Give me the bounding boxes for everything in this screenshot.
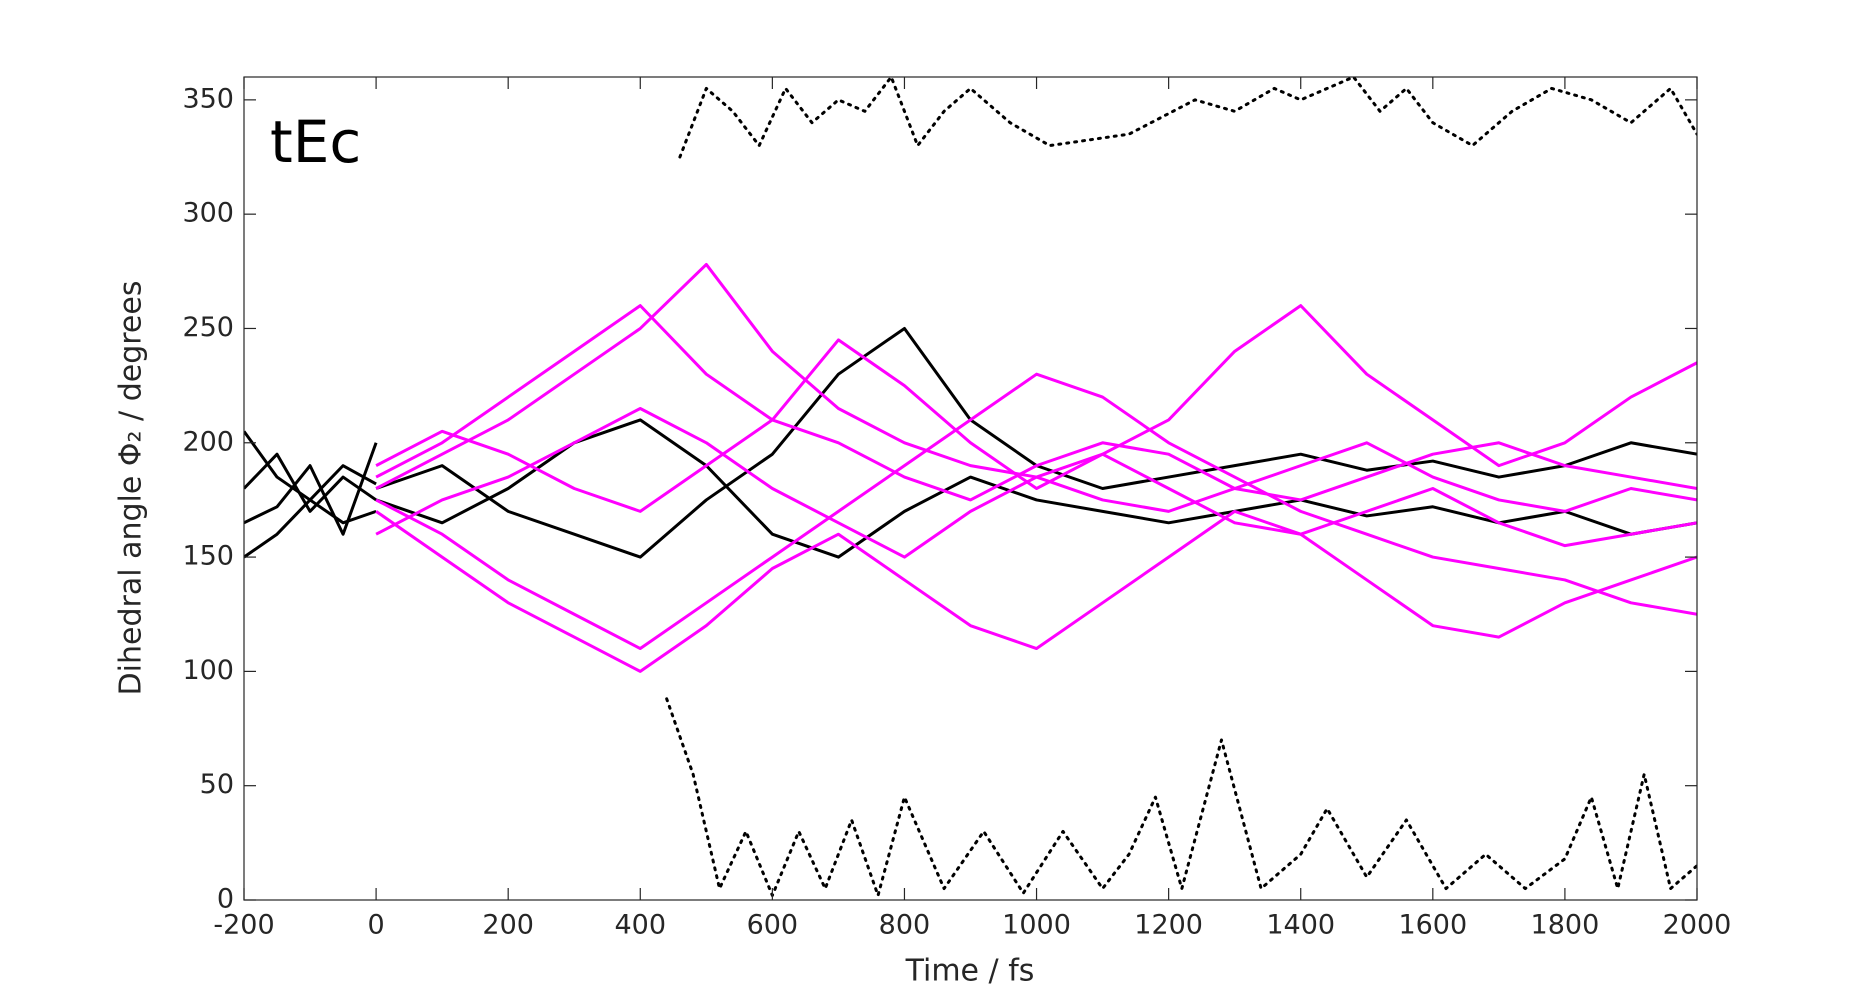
x-tick-label: 800	[879, 910, 931, 941]
x-tick-label: 1800	[1531, 910, 1600, 941]
x-tick-label: -200	[213, 910, 274, 941]
series-line	[375, 304, 1697, 490]
y-tick-label: 150	[182, 541, 234, 572]
series-line	[678, 77, 1697, 159]
x-tick-label: 1200	[1134, 910, 1203, 941]
x-tick-label: 0	[367, 910, 384, 941]
y-tick-label: 250	[182, 312, 234, 343]
y-tick-label: 50	[200, 769, 234, 800]
y-tick-label: 200	[182, 426, 234, 457]
series-line	[375, 509, 1697, 673]
x-tick-label: 2000	[1663, 910, 1732, 941]
x-tick-label: 600	[747, 910, 799, 941]
series-line	[375, 418, 1697, 513]
x-axis-label: Time / fs	[905, 954, 1035, 989]
x-tick-label: 400	[614, 910, 666, 941]
series-line	[244, 498, 377, 559]
y-tick-label: 0	[217, 884, 234, 915]
series-line	[244, 452, 377, 513]
y-axis-label: Dihedral angle Φ₂ / degrees	[114, 281, 149, 696]
x-tick-label: 200	[482, 910, 534, 941]
y-tick-label: 100	[182, 655, 234, 686]
y-tick-label: 300	[182, 198, 234, 229]
series-line	[244, 442, 378, 536]
axes-box	[243, 76, 1698, 901]
annotation: tEc	[270, 108, 361, 176]
x-tick-label: 1000	[1002, 910, 1071, 941]
x-tick-label: 1400	[1266, 910, 1335, 941]
plot-lines	[244, 77, 1697, 897]
series-line	[665, 697, 1697, 897]
y-tick-label: 350	[182, 83, 234, 114]
series-line	[375, 418, 1697, 559]
x-tick-label: 1600	[1398, 910, 1467, 941]
series-line	[375, 406, 1697, 559]
series-line	[375, 372, 1697, 651]
